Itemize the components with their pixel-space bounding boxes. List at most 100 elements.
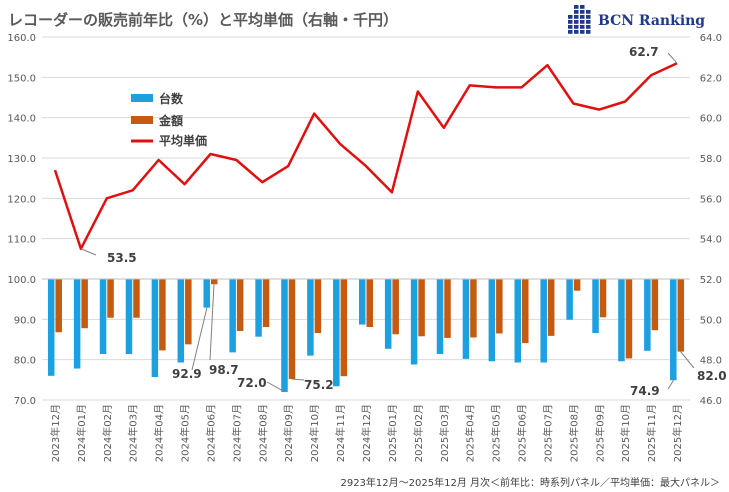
annotation-label: 72.0: [237, 376, 267, 390]
bar-units: [514, 279, 522, 363]
annotation-leader: [266, 381, 285, 393]
bar-amount: [314, 279, 322, 334]
logo-square: [574, 30, 579, 34]
x-tick-label: 2024年05月: [179, 404, 192, 462]
logo-square: [568, 20, 573, 24]
logo-square: [586, 15, 591, 19]
y-right-tick-label: 52.0: [700, 275, 722, 286]
bar-units: [540, 279, 547, 363]
x-tick-label: 2025年03月: [438, 404, 451, 462]
y-right-tick-label: 62.0: [700, 73, 722, 84]
brand-logo: BCN Ranking: [568, 5, 705, 34]
x-axis: 2023年12月 2024年01月 2024年02月 2024年03月 2024年04月…: [49, 404, 684, 462]
logo-square: [568, 30, 573, 34]
annotation-label: 98.7: [209, 363, 239, 377]
x-tick-label: 2023年12月: [49, 404, 62, 462]
bar-amount: [236, 279, 244, 332]
line-average-price: [53, 62, 678, 251]
bar-units: [436, 279, 444, 355]
annotation-leader: [291, 378, 305, 381]
bar-units: [203, 279, 210, 308]
y-axis-left: 70.0 80.0 90.0 100.0 110.0 120.0 130.0 140.0 150…: [7, 33, 36, 407]
bar-units: [73, 279, 81, 369]
y-left-tick-label: 130.0: [7, 154, 36, 165]
logo-square: [568, 25, 573, 29]
logo-square: [574, 15, 579, 19]
x-tick-label: 2024年09月: [282, 404, 295, 462]
y-left-tick-label: 110.0: [7, 235, 36, 246]
annotation-leader: [667, 52, 678, 64]
x-tick-label: 2024年03月: [127, 404, 140, 462]
x-tick-label: 2025年08月: [567, 404, 580, 462]
annotation-leader: [209, 284, 215, 361]
y-left-tick-label: 80.0: [14, 356, 36, 367]
footnote: 2923年12月～2025年12月 月次＜前年比：時系列パネル／平均単価：最大パ…: [340, 476, 720, 489]
y-left-tick-label: 100.0: [7, 275, 36, 286]
bar-amount: [470, 279, 477, 338]
bar-amount: [210, 279, 218, 285]
legend-label-amount: 金額: [158, 113, 183, 128]
bar-units: [177, 279, 185, 363]
x-tick-label: 2024年12月: [360, 404, 373, 462]
bar-units: [151, 279, 159, 378]
x-tick-label: 2025年12月: [671, 404, 684, 462]
x-tick-label: 2024年01月: [75, 404, 88, 462]
x-tick-label: 2025年07月: [541, 404, 554, 462]
bar-amount: [288, 279, 296, 380]
bar-units: [255, 279, 262, 337]
y-axis-right: 46.0 48.0 50.0 52.0 54.0 56.0 58.0 60.0 62.0 64.0: [700, 33, 722, 407]
gridlines: [42, 36, 690, 401]
bar-units: [307, 279, 314, 356]
y-right-tick-label: 48.0: [700, 356, 722, 367]
x-tick-label: 2025年04月: [464, 404, 477, 462]
annotation-leader: [680, 351, 695, 369]
bar-amount: [599, 279, 607, 318]
x-tick-label: 2024年02月: [101, 404, 114, 462]
bar-units: [333, 279, 340, 387]
annotations: 53.5 62.7 92.9 98.772.0 75.2 74.9 82.0: [80, 45, 727, 398]
bar-amount: [547, 279, 555, 336]
x-tick-label: 2024年10月: [308, 404, 321, 462]
logo-square: [574, 10, 579, 14]
bar-amount: [366, 279, 373, 327]
logo-square: [586, 10, 591, 14]
y-right-tick-label: 56.0: [700, 194, 722, 205]
bar-amount: [392, 279, 399, 335]
bar-amount: [159, 279, 166, 351]
bar-amount: [496, 279, 503, 334]
bar-amount: [185, 279, 192, 345]
legend-label-units: 台数: [159, 91, 184, 106]
bar-amount: [81, 279, 88, 329]
logo-square: [580, 10, 585, 14]
annotation-label: 75.2: [304, 378, 334, 392]
logo-square: [568, 15, 573, 19]
annotation-label: 92.9: [172, 367, 202, 381]
logo-square: [580, 5, 585, 9]
brand-text: BCN Ranking: [598, 13, 705, 29]
x-tick-label: 2024年07月: [230, 404, 243, 462]
bar-amount: [340, 279, 348, 377]
legend-swatch-units: [131, 94, 153, 102]
bar-units: [410, 279, 418, 365]
annotation-label: 62.7: [629, 45, 659, 59]
x-tick-label: 2025年09月: [593, 404, 606, 462]
bar-units: [281, 279, 288, 392]
legend-label-price: 平均単価: [159, 133, 207, 148]
y-left-tick-label: 120.0: [7, 194, 36, 205]
y-left-tick-label: 140.0: [7, 114, 36, 125]
logo-square: [586, 30, 591, 34]
y-right-tick-label: 54.0: [700, 235, 722, 246]
bar-units: [592, 279, 599, 334]
bar-units: [644, 279, 651, 351]
y-left-tick-label: 70.0: [14, 396, 36, 407]
x-tick-label: 2024年04月: [153, 404, 166, 462]
bar-amount: [677, 279, 685, 352]
bar-units: [47, 279, 55, 376]
x-tick-label: 2025年02月: [412, 404, 425, 462]
annotation-label: 82.0: [697, 369, 727, 383]
logo-square: [574, 5, 579, 9]
logo-square: [574, 20, 579, 24]
bar-amount: [55, 279, 62, 333]
bar-amount: [651, 279, 659, 331]
